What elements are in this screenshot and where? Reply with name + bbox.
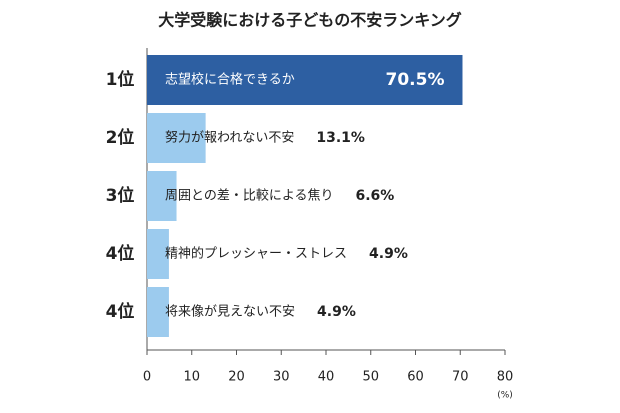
x-tick-label: 80 <box>497 370 514 385</box>
bar <box>147 229 169 279</box>
category-label: 志望校に合格できるか <box>165 72 295 88</box>
rank-label: 4位 <box>106 301 135 322</box>
rank-label: 4位 <box>106 243 135 264</box>
x-tick-label: 30 <box>273 370 290 385</box>
category-label: 周囲との差・比較による焦り <box>165 189 333 204</box>
x-tick-label: 20 <box>228 370 245 385</box>
x-tick-label: 50 <box>362 370 379 385</box>
rank-label: 1位 <box>106 69 135 90</box>
category-label: 将来像が見えない不安 <box>165 305 295 320</box>
bar <box>147 287 169 337</box>
bar <box>147 171 177 221</box>
value-label: 4.9% <box>317 304 356 320</box>
value-label: 70.5% <box>386 70 445 90</box>
category-label: 精神的プレッシャー・ストレス <box>165 246 347 262</box>
x-unit: (%) <box>497 391 513 401</box>
x-tick-label: 70 <box>452 370 469 385</box>
x-tick-label: 60 <box>407 370 424 385</box>
value-label: 6.6% <box>355 188 394 204</box>
rank-label: 2位 <box>106 127 135 148</box>
value-label: 4.9% <box>369 246 408 262</box>
rank-label: 3位 <box>106 185 135 206</box>
x-tick-label: 40 <box>318 370 335 385</box>
bar <box>147 55 463 105</box>
value-label: 13.1% <box>316 130 365 146</box>
bar <box>147 113 206 163</box>
x-tick-label: 0 <box>143 370 151 385</box>
chart-title: 大学受験における子どもの不安ランキング <box>158 11 462 30</box>
category-label: 努力が報われない不安 <box>165 131 294 146</box>
x-tick-label: 10 <box>183 370 200 385</box>
